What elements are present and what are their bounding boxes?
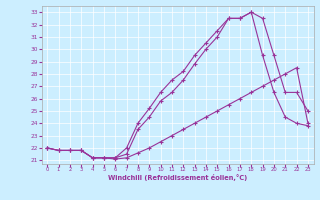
X-axis label: Windchill (Refroidissement éolien,°C): Windchill (Refroidissement éolien,°C) — [108, 174, 247, 181]
